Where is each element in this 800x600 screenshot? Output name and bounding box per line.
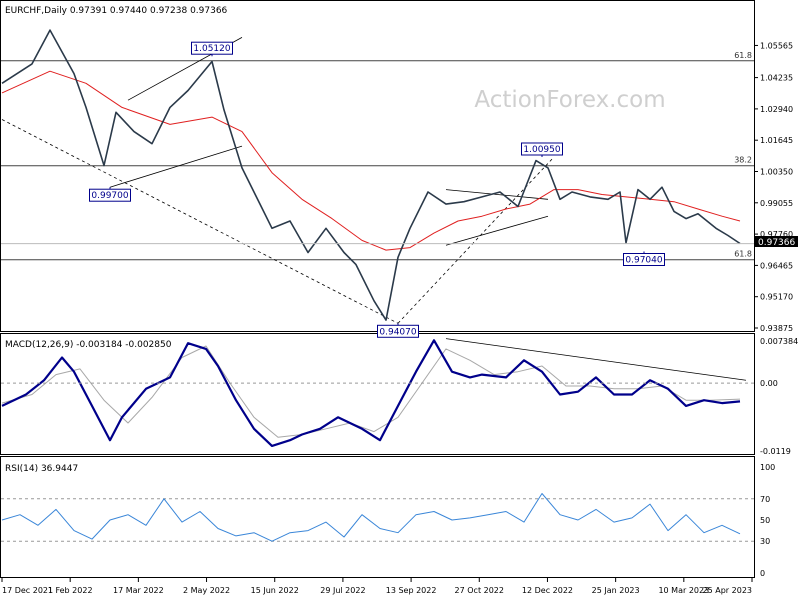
fib-level-label: 61.8 [734, 250, 752, 259]
rsi-label: RSI(14) 36.9447 [5, 464, 78, 474]
price-tick-label: 1.04235 [760, 74, 793, 83]
current-price-label: 0.97366 [758, 238, 795, 248]
trendline [397, 156, 555, 324]
x-tick-label: 10 Mar 2023 [658, 586, 709, 595]
price-tick-label: 1.05565 [760, 41, 793, 50]
rsi-series [1, 493, 741, 542]
trendline [1, 119, 399, 324]
macd-tick-label: -0.0119 [760, 447, 791, 456]
trendline [445, 189, 549, 200]
ma-line [1, 70, 741, 251]
price-tick-label: 0.95170 [760, 293, 793, 302]
rsi-tick-label: 100 [760, 463, 775, 472]
price-tick-label: 1.00350 [760, 167, 793, 176]
x-tick-label: 13 Sep 2022 [386, 586, 437, 595]
annotation-label: 1.05120 [193, 44, 230, 54]
x-tick-label: 17 Mar 2022 [113, 586, 164, 595]
macd-tick-label: 0.00 [760, 379, 778, 388]
x-tick-label: 27 Oct 2022 [455, 586, 504, 595]
rsi-line [1, 493, 741, 542]
price-tick-label: 0.96465 [760, 261, 793, 270]
macd-series [1, 339, 741, 447]
macd-panel-frame [0, 333, 755, 455]
annotation-label: 0.99700 [91, 191, 128, 201]
annotation-label: 0.94070 [379, 327, 416, 337]
rsi-tick-label: 70 [760, 495, 770, 504]
macd-trendline [445, 338, 747, 381]
price-y-ticks: 1.05565 1.04235 1.02940 1.01645 1.00350 0.990… [1, 41, 793, 333]
x-tick-label: 2 May 2022 [183, 586, 230, 595]
annotation-label: 0.97040 [625, 256, 662, 266]
current-price-badge [755, 236, 798, 247]
chart-title: EURCHF,Daily 0.97391 0.97440 0.97238 0.9… [5, 6, 228, 16]
x-tick-label: 25 Apr 2023 [703, 586, 752, 595]
x-tick-label: 1 Feb 2022 [48, 586, 93, 595]
price-tick-label: 1.02940 [760, 105, 793, 114]
trendline [445, 215, 549, 246]
annotation-box [89, 188, 131, 202]
rsi-panel-frame [0, 456, 755, 578]
watermark: ActionForex.com [474, 87, 665, 113]
trendline [109, 145, 243, 188]
fib-level-label: 61.8 [734, 51, 752, 60]
annotation-box [377, 324, 419, 338]
annotation-box [521, 142, 563, 156]
rsi-tick-label: 30 [760, 537, 770, 546]
macd-trendline-segment [445, 338, 747, 381]
x-tick-label: 17 Dec 2021 [2, 586, 53, 595]
x-tick-label: 12 Dec 2022 [522, 586, 573, 595]
rsi-tick-label: 50 [760, 516, 770, 525]
rsi-y-ticks: 100 70 50 30 0 [760, 463, 775, 578]
macd-label: MACD(12,26,9) -0.003184 -0.002850 [5, 340, 172, 350]
annotation-box [623, 253, 665, 267]
macd-y-ticks: 0.007384 0.00 -0.0119 [1, 337, 798, 456]
price-tick-label: 0.97760 [760, 230, 793, 239]
price-tick-label: 1.01645 [760, 136, 793, 145]
macd-line [1, 339, 741, 447]
price-trendlines [1, 37, 555, 324]
fib-level-label: 38.2 [734, 156, 752, 165]
price-annotations: 1.05120 0.99700 0.94070 1.00950 0.97040 [89, 41, 665, 338]
price-series [1, 29, 741, 321]
x-tick-label: 15 Jun 2022 [251, 586, 299, 595]
x-tick-label: 25 Jan 2023 [592, 586, 640, 595]
macd-tick-label: 0.007384 [760, 337, 798, 346]
price-tick-label: 0.93875 [760, 324, 793, 333]
annotation-label: 1.00950 [523, 145, 560, 155]
x-tick-label: 29 Jul 2022 [320, 586, 365, 595]
price-tick-label: 0.99055 [760, 199, 793, 208]
annotation-box [191, 41, 233, 55]
rsi-tick-label: 0 [760, 569, 765, 578]
signal-line [1, 345, 741, 438]
ohlc-values: 0.97391 0.97440 0.97238 0.97366 [70, 6, 228, 16]
price-line [1, 29, 741, 321]
